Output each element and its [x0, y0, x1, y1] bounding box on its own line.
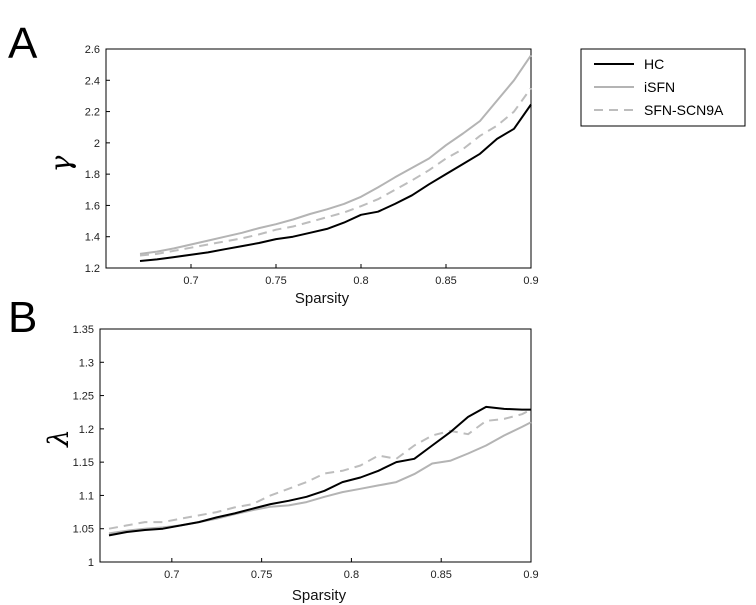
panel-a-y-ticks: 1.2 1.4 1.6 1.8 2 2.2 2.4 2.6 [85, 44, 110, 275]
y-tick-label: 1.05 [73, 524, 94, 536]
y-tick-label: 1.6 [85, 200, 100, 212]
y-tick-label: 2.2 [85, 107, 100, 119]
y-tick-label: 1 [88, 557, 94, 569]
panel-letter-a: A [8, 19, 38, 68]
y-tick-label: 1.2 [85, 263, 100, 275]
panel-b-ylabel: λ [42, 429, 75, 448]
series-line-hc [108, 405, 531, 537]
panel-a-series [139, 54, 532, 262]
panel-a-chart: 1.2 1.4 1.6 1.8 2 2.2 2.4 2.6 0.7 0.75 0.8 0.85 0.9… [85, 44, 539, 307]
y-tick-label: 1.25 [73, 391, 94, 403]
panel-a-x-ticks: 0.7 0.75 0.8 0.85 0.9 [183, 264, 539, 287]
panel-b-y-ticks: 1 1.05 1.1 1.15 1.2 1.25 1.3 1.35 [73, 324, 104, 569]
y-tick-label: 2.6 [85, 44, 100, 56]
legend: HC iSFN SFN-SCN9A [580, 48, 746, 127]
series-line-sfn-scn9a [139, 87, 532, 257]
x-tick-label: 0.75 [265, 275, 286, 287]
panel-a-ylabel: γ [44, 155, 77, 172]
panel-b-chart: 1 1.05 1.1 1.15 1.2 1.25 1.3 1.35 0.7 0.75 0.8 0.8… [73, 324, 539, 604]
panel-letter-b: B [8, 293, 37, 342]
legend-label-hc: HC [644, 56, 664, 72]
series-line-sfn-scn9a [108, 408, 532, 530]
x-tick-label: 0.9 [523, 569, 538, 581]
y-tick-label: 1.1 [79, 490, 94, 502]
y-tick-label: 1.8 [85, 169, 100, 181]
panel-a-xlabel: Sparsity [295, 290, 350, 307]
y-tick-label: 1.3 [79, 357, 94, 369]
y-tick-label: 1.35 [73, 324, 94, 336]
y-tick-label: 1.4 [85, 232, 100, 244]
x-tick-label: 0.8 [353, 275, 368, 287]
legend-entries: HC iSFN SFN-SCN9A [594, 56, 724, 118]
series-line-hc [139, 103, 532, 262]
panel-a-plot-area [105, 48, 532, 269]
y-tick-label: 1.15 [73, 457, 94, 469]
panel-b-plot-area [99, 328, 532, 563]
x-tick-label: 0.8 [344, 569, 359, 581]
panel-b-series [108, 405, 532, 537]
panel-b-x-ticks: 0.7 0.75 0.8 0.85 0.9 [164, 558, 539, 581]
x-tick-label: 0.7 [164, 569, 179, 581]
x-tick-label: 0.9 [523, 275, 538, 287]
series-line-isfn [139, 54, 532, 255]
x-tick-label: 0.7 [183, 275, 198, 287]
x-tick-label: 0.75 [251, 569, 272, 581]
legend-label-sfn-scn9a: SFN-SCN9A [644, 102, 724, 118]
y-tick-label: 2 [94, 138, 100, 150]
y-tick-label: 2.4 [85, 75, 100, 87]
panel-b-xlabel: Sparsity [292, 587, 347, 604]
legend-label-isfn: iSFN [644, 79, 675, 95]
y-tick-label: 1.2 [79, 424, 94, 436]
x-tick-label: 0.85 [435, 275, 456, 287]
x-tick-label: 0.85 [430, 569, 451, 581]
